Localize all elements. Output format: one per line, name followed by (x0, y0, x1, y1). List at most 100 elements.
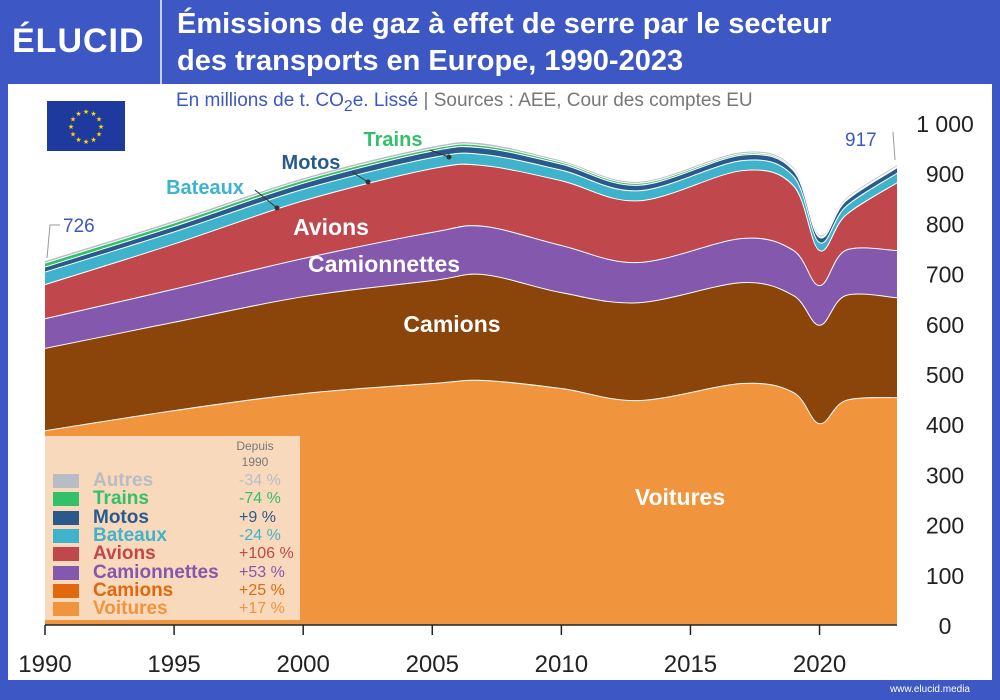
legend-swatch (53, 602, 79, 617)
flag-star: ★ (68, 123, 74, 131)
legend-item-camionnettes: Camionnettes (53, 561, 243, 583)
unit-suffix: e. Lissé (352, 90, 419, 111)
series-label-trains: Trains (364, 129, 423, 151)
unit-text: En millions de t. CO (176, 90, 344, 111)
flag-star: ★ (75, 110, 81, 118)
label-leader (254, 189, 278, 209)
area-camionnettes (45, 225, 897, 348)
legend: Depuis 1990 Autres -34 % Trains -74 % Motos +9… (45, 436, 300, 620)
annotation-2023: 917 (845, 130, 877, 151)
flag-star: ★ (98, 123, 104, 131)
unit-subscript: 2 (343, 97, 353, 115)
legend-item-motos: Motos (53, 506, 243, 528)
legend-change-value: +17 % (239, 600, 285, 618)
y-tick-label: 100 (926, 563, 964, 589)
legend-swatch (53, 474, 79, 488)
label-dot (446, 154, 452, 160)
x-tick-label: 2010 (535, 651, 588, 678)
legend-item-autres: Autres (53, 470, 243, 491)
legend-label: Autres (93, 470, 154, 491)
legend-change-value: -74 % (239, 490, 281, 508)
series-label-motos: Motos (282, 152, 341, 174)
flag-star: ★ (70, 116, 76, 124)
chart-title: Émissions de gaz à effet de serre par le… (177, 6, 831, 80)
legend-change-value: -24 % (239, 526, 281, 544)
legend-change-value: -34 % (239, 472, 281, 489)
legend-item-bateaux: Bateaux (53, 526, 243, 545)
x-tick-label: 2005 (406, 651, 459, 678)
flag-star: ★ (75, 136, 81, 144)
label-dot (365, 179, 371, 185)
legend-label: Camions (93, 579, 174, 601)
flag-star: ★ (90, 136, 96, 144)
flag-star: ★ (83, 108, 89, 116)
y-tick-label: 0 (939, 613, 952, 639)
legend-label: Avions (93, 543, 156, 565)
x-tick-label: 1990 (18, 651, 71, 678)
y-tick-label: 1 000 (916, 111, 974, 137)
legend-label: Motos (93, 506, 149, 528)
legend-item-avions: Avions (53, 543, 243, 565)
legend-label: Camionnettes (93, 561, 219, 583)
y-tick-label: 700 (926, 262, 964, 288)
flag-star: ★ (83, 138, 89, 146)
legend-item-camions: Camions (53, 579, 243, 601)
legend-change-value: +53 % (239, 563, 285, 581)
label-leader (429, 149, 450, 158)
legend-swatch (53, 547, 79, 562)
series-label-voitures: Voitures (635, 484, 725, 510)
footer-url: www.elucid.media (889, 684, 970, 695)
series-label-avions: Avions (293, 214, 369, 240)
series-label-camionnettes: Camionnettes (308, 251, 460, 277)
title-line-1: Émissions de gaz à effet de serre par le… (177, 8, 832, 40)
legend-item-voitures: Voitures (53, 598, 243, 620)
area-motos (45, 146, 897, 272)
y-tick-label: 500 (926, 362, 964, 388)
header-divider (160, 0, 162, 84)
legend-header-line2: 1990 (241, 455, 269, 469)
legend-change-value: +25 % (239, 581, 285, 599)
y-tick-label: 400 (926, 412, 964, 438)
chart-subtitle: En millions de t. CO2e. Lissé | Sources … (176, 90, 753, 116)
legend-label: Trains (93, 488, 149, 510)
x-tick-label: 2015 (664, 651, 717, 678)
legend-change-value: +106 % (239, 545, 294, 563)
annotation-leader (46, 224, 60, 259)
legend-swatch (53, 492, 79, 507)
legend-swatch (53, 565, 79, 580)
series-label-bateaux: Bateaux (166, 177, 244, 199)
legend-change-value: +9 % (239, 508, 276, 526)
flag-star: ★ (90, 110, 96, 118)
legend-header: Depuis 1990 (225, 438, 285, 470)
header: ÉLUCID Émissions de gaz à effet de serre… (0, 0, 1000, 84)
x-tick-label: 2000 (276, 651, 329, 678)
title-line-2: des transports en Europe, 1990-2023 (177, 45, 684, 77)
legend-swatch (53, 583, 79, 598)
series-label-camions: Camions (403, 311, 500, 337)
legend-header-line1: Depuis (236, 439, 274, 453)
eu-flag-icon: ★ ★ ★ ★ ★ ★ ★ ★ ★ ★ ★ ★ (47, 101, 125, 151)
area-avions (45, 163, 897, 319)
label-dot (274, 205, 280, 211)
y-tick-label: 900 (926, 161, 964, 187)
y-tick-label: 300 (926, 462, 964, 488)
area-camions (45, 273, 897, 431)
separator: | (423, 90, 429, 111)
legend-swatch (53, 528, 79, 543)
y-tick-label: 800 (926, 211, 964, 237)
flag-star: ★ (96, 131, 102, 139)
elucid-logo: ÉLUCID (12, 22, 145, 60)
flag-star: ★ (96, 116, 102, 124)
sources-text: Sources : AEE, Cour des comptes EU (433, 90, 753, 111)
legend-label: Voitures (93, 598, 168, 620)
legend-item-trains: Trains (53, 488, 243, 510)
x-tick-label: 2020 (793, 651, 846, 678)
area-bateaux (45, 152, 897, 285)
annotation-1990: 726 (63, 216, 95, 237)
y-tick-label: 200 (926, 513, 964, 539)
y-tick-label: 600 (926, 312, 964, 338)
annotation-leader (892, 131, 896, 161)
x-tick-label: 1995 (147, 651, 200, 678)
label-leader (351, 171, 369, 183)
flag-star: ★ (70, 131, 76, 139)
